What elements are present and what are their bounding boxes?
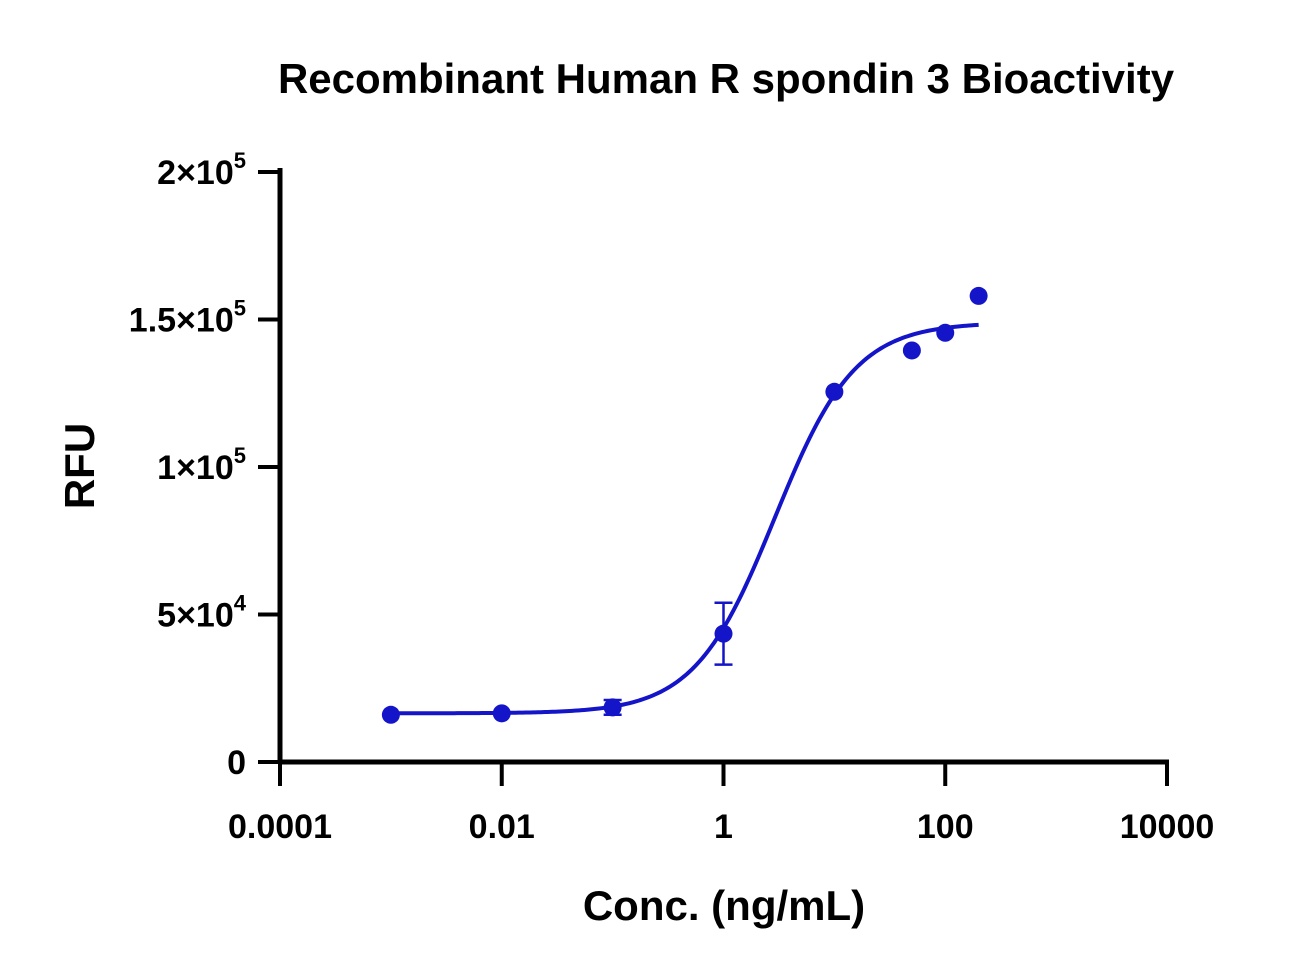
data-point [969,286,988,305]
fit-curve [390,322,979,716]
data-point [381,705,400,724]
x-tick-label: 100 [917,808,974,846]
data-point [936,323,955,342]
y-tick-label: 1×105 [157,443,246,487]
x-tick-label: 1 [714,808,733,846]
x-tick-label: 0.01 [469,808,535,846]
y-axis-label: RFU [56,423,103,509]
point-layer [381,286,988,724]
x-tick-label: 10000 [1120,808,1215,846]
data-point [902,341,921,360]
data-point [603,698,622,717]
y-tick-label: 1.5×105 [129,296,246,340]
data-point [825,382,844,401]
fit-layer [390,322,979,716]
y-ticks: 0 5×104 1×105 1.5×105 2×105 [129,148,280,782]
y-tick-label: 5×104 [157,591,247,635]
x-tick-label: 0.0001 [228,808,332,846]
chart-title: Recombinant Human R spondin 3 Bioactivit… [278,55,1175,102]
error-layer [603,601,733,717]
x-axis-label: Conc. (ng/mL) [583,882,865,929]
y-tick-label: 2×105 [157,148,246,192]
data-point [714,624,733,643]
y-tick-label: 0 [227,744,246,782]
data-point [492,704,511,723]
x-ticks: 0.0001 0.01 1 100 10000 [228,762,1214,846]
